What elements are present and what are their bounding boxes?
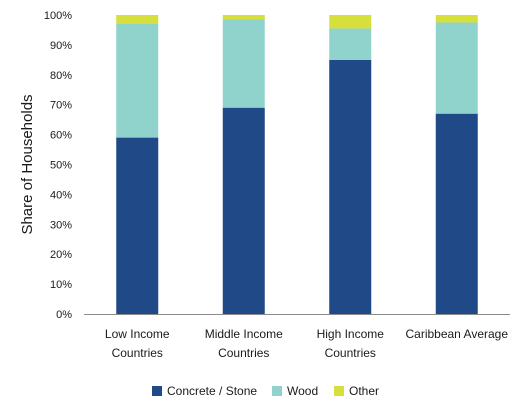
bar-segment-other <box>329 15 372 29</box>
bar-segment-wood <box>329 28 372 60</box>
y-tick-label: 40% <box>50 189 72 201</box>
y-tick-label: 50% <box>50 160 72 172</box>
bar-segment-other <box>435 15 478 23</box>
x-category-label: Low Income <box>105 327 170 341</box>
y-tick-label: 100% <box>44 10 72 22</box>
x-axis-labels: Low Income Countries Middle Income Countrie… <box>105 327 508 360</box>
bar-segment-other <box>116 15 159 24</box>
x-category-label: Countries <box>112 346 163 360</box>
legend-label: Other <box>349 384 379 398</box>
legend-swatch <box>272 386 282 396</box>
y-tick-label: 30% <box>50 219 72 231</box>
y-tick-label: 20% <box>50 249 72 261</box>
bar-segment-wood <box>435 22 478 114</box>
x-category-label: Countries <box>325 346 376 360</box>
y-tick-label: 70% <box>50 100 72 112</box>
bar-segment-concrete-stone <box>329 59 372 314</box>
bars <box>116 15 478 314</box>
y-tick-label: 10% <box>50 279 72 291</box>
bar-segment-concrete-stone <box>222 107 265 314</box>
y-tick-label: 60% <box>50 130 72 142</box>
x-category-label: Middle Income <box>205 327 283 341</box>
legend-swatch <box>152 386 162 396</box>
legend: Concrete / Stone Wood Other <box>152 384 379 398</box>
y-tick-label: 90% <box>50 40 72 52</box>
bar-segment-concrete-stone <box>116 137 159 314</box>
y-axis-title: Share of Households <box>19 94 36 234</box>
bar-segment-concrete-stone <box>435 113 478 314</box>
y-axis-ticks: 0% 10% 20% 30% 40% 50% 60% 70% 80% 90% 100% <box>44 10 72 321</box>
x-category-label: Caribbean Average <box>405 327 508 341</box>
x-category-label: Countries <box>218 346 269 360</box>
legend-swatch <box>334 386 344 396</box>
bar-segment-wood <box>222 19 265 108</box>
x-category-label: High Income <box>317 327 385 341</box>
bar-segment-wood <box>116 23 159 138</box>
y-tick-label: 80% <box>50 70 72 82</box>
legend-label: Wood <box>287 384 318 398</box>
y-tick-label: 0% <box>56 309 72 321</box>
legend-label: Concrete / Stone <box>167 384 257 398</box>
bar-segment-other <box>222 15 265 20</box>
